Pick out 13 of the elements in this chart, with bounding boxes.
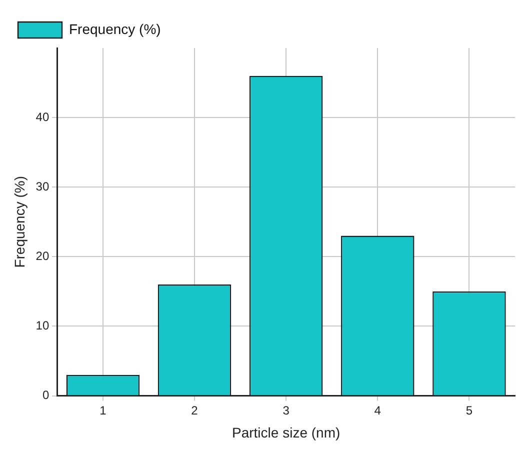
y-tick-label: 40 <box>36 110 50 124</box>
legend-label: Frequency (%) <box>69 20 161 37</box>
y-tick-label: 10 <box>36 318 50 333</box>
x-axis-title: Particle size (nm) <box>232 424 340 440</box>
y-tick-label: 20 <box>36 248 50 263</box>
x-tick-label: 5 <box>466 403 473 418</box>
y-tick-label: 30 <box>36 179 50 194</box>
y-tick-label: 0 <box>42 388 50 402</box>
x-tick-label: 2 <box>191 403 198 418</box>
x-tick-label: 4 <box>374 403 382 418</box>
x-tick-label: 1 <box>100 403 107 418</box>
x-tick-label: 3 <box>282 403 290 418</box>
y-axis-title: Frequency (%) <box>11 176 28 268</box>
